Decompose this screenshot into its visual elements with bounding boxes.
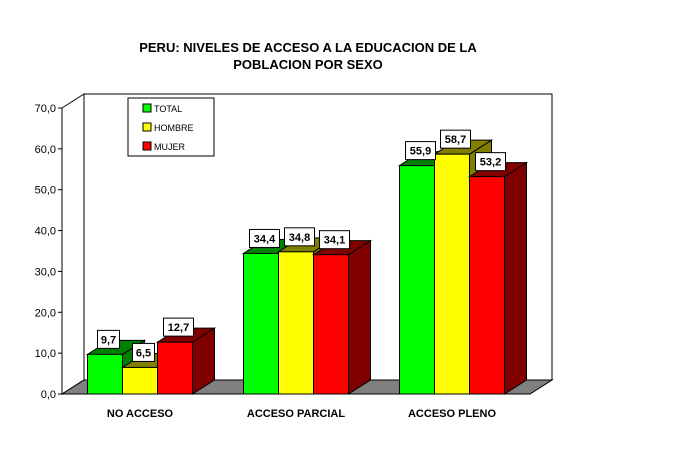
- bar-side: [504, 161, 527, 395]
- data-label: 9,7: [101, 334, 116, 346]
- bar: [434, 153, 470, 395]
- data-label: 53,2: [480, 157, 501, 169]
- data-label: 34,8: [289, 232, 310, 244]
- y-tick-label: 50,0: [35, 185, 56, 197]
- bar-side: [348, 239, 371, 395]
- bar: [278, 251, 314, 395]
- y-tick-label: 40,0: [35, 226, 56, 238]
- bar: [399, 165, 435, 395]
- x-category-label: ACCESO PLENO: [408, 408, 496, 420]
- y-tick-label: 0,0: [41, 389, 56, 401]
- data-label: 58,7: [445, 134, 466, 146]
- data-label: 6,5: [136, 347, 151, 359]
- data-label-box: [97, 329, 120, 349]
- y-tick-label: 60,0: [35, 144, 56, 156]
- y-tick-label: 10,0: [35, 348, 56, 360]
- chart-title-line-1: PERU: NIVELES DE ACCESO A LA EDUCACION D…: [139, 40, 477, 55]
- data-label-box: [163, 317, 194, 337]
- bar: [469, 176, 505, 395]
- data-label-box: [284, 227, 315, 247]
- bar: [157, 341, 193, 395]
- x-category-label: NO ACCESO: [107, 408, 174, 420]
- plot-area: 0,0 10,0 20,0 30,0 40,0 50,0 60,0 70,0 NO ACCESO…: [35, 93, 554, 420]
- legend-swatch: [142, 141, 152, 151]
- data-label: 34,1: [324, 235, 345, 247]
- legend-swatch: [142, 103, 152, 113]
- data-label: 55,9: [410, 146, 431, 158]
- bar: [87, 353, 123, 395]
- legend-box: [127, 97, 215, 157]
- y-tick-label: 70,0: [35, 103, 56, 115]
- y-tick-label: 20,0: [35, 307, 56, 319]
- bar: [313, 254, 349, 395]
- data-label-box: [405, 141, 436, 161]
- legend-label: TOTAL: [154, 104, 182, 114]
- data-label-box: [249, 228, 280, 248]
- bar: [243, 252, 279, 395]
- chart-title-line-2: POBLACION POR SEXO: [233, 57, 383, 72]
- data-label-box: [132, 342, 155, 362]
- legend-swatch: [142, 122, 152, 132]
- data-label-box: [440, 129, 471, 149]
- y-tick-label: 30,0: [35, 266, 56, 278]
- data-label-box: [319, 230, 350, 250]
- legend-label: MUJER: [154, 142, 185, 152]
- data-label: 12,7: [168, 322, 189, 334]
- bar: [122, 366, 158, 395]
- side-wall: [61, 93, 85, 395]
- data-label-box: [475, 152, 506, 172]
- data-label: 34,4: [254, 233, 276, 245]
- x-category-label: ACCESO PARCIAL: [247, 408, 345, 420]
- legend-label: HOMBRE: [154, 123, 194, 133]
